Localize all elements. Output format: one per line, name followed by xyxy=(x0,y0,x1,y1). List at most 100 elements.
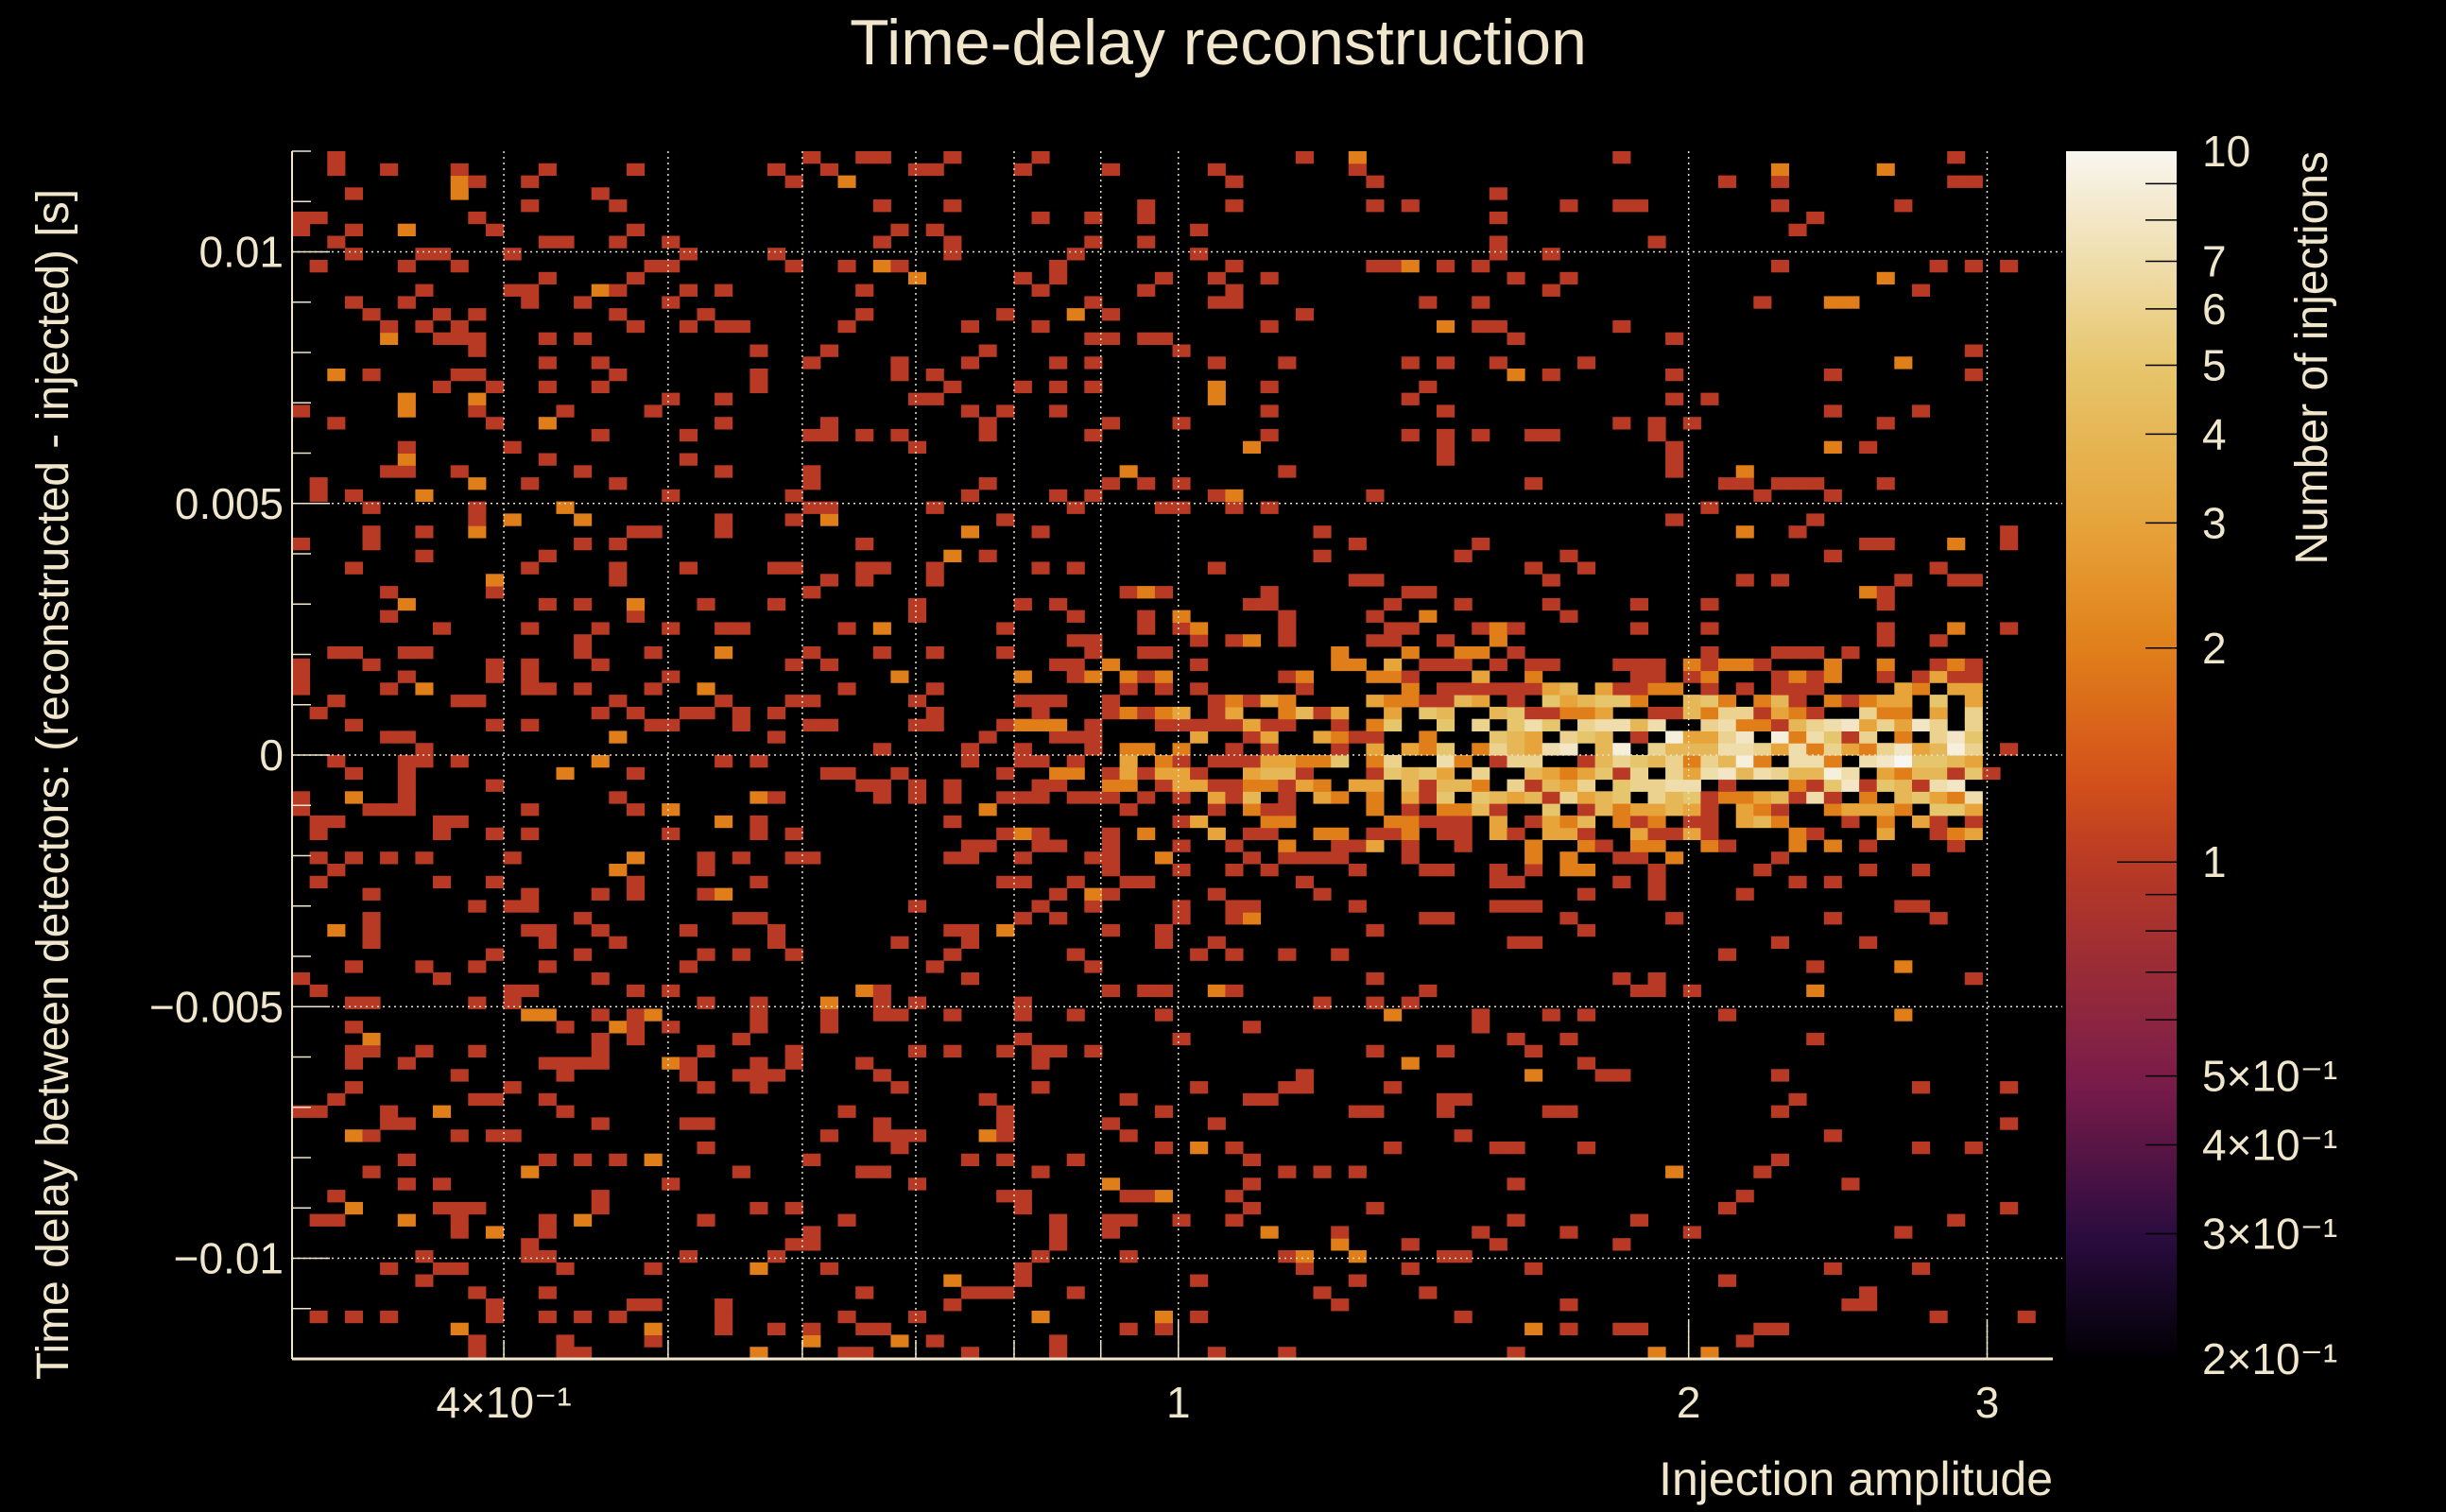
heatmap-cell xyxy=(485,948,504,961)
heatmap-cell xyxy=(521,658,540,672)
heatmap-cell xyxy=(1753,791,1772,804)
heatmap-cell xyxy=(609,1021,628,1034)
heatmap-cell xyxy=(1718,175,1737,188)
heatmap-cell xyxy=(1665,743,1684,756)
heatmap-cell xyxy=(1665,803,1684,816)
heatmap-cell xyxy=(1507,706,1525,720)
colorbar-tick-label: 3×10⁻¹ xyxy=(2202,1210,2337,1259)
heatmap-cell xyxy=(450,1262,469,1276)
heatmap-cell xyxy=(1682,766,1701,781)
heatmap-cell xyxy=(1207,392,1226,405)
heatmap-cell xyxy=(627,597,646,611)
heatmap-cell xyxy=(1437,815,1456,829)
heatmap-cell xyxy=(1929,815,1948,829)
heatmap-cell xyxy=(1612,199,1631,213)
heatmap-cell xyxy=(749,1081,768,1094)
heatmap-cell xyxy=(468,211,487,225)
heatmap-cell xyxy=(732,948,750,961)
heatmap-cell xyxy=(837,1213,856,1227)
heatmap-cell xyxy=(609,864,628,877)
heatmap-cell xyxy=(627,223,646,236)
heatmap-cell xyxy=(784,1238,803,1251)
heatmap-cell xyxy=(1454,682,1473,696)
heatmap-cell xyxy=(1172,1032,1191,1046)
heatmap-cell xyxy=(591,284,610,297)
heatmap-cell xyxy=(1929,827,1948,840)
heatmap-cell xyxy=(1348,779,1367,792)
heatmap-cell xyxy=(1084,1044,1103,1057)
heatmap-cell xyxy=(397,791,416,804)
heatmap-cell xyxy=(1859,706,1878,720)
heatmap-cell xyxy=(574,948,593,961)
heatmap-cell xyxy=(1031,779,1050,792)
heatmap-cell xyxy=(1894,1008,1913,1022)
heatmap-cell xyxy=(1964,344,1983,357)
heatmap-cell xyxy=(1278,1347,1297,1360)
heatmap-cell xyxy=(1049,356,1068,369)
heatmap-cell xyxy=(996,766,1015,781)
heatmap-cell xyxy=(327,235,346,249)
heatmap-cell xyxy=(960,319,979,334)
heatmap-cell xyxy=(591,428,610,442)
heatmap-cell xyxy=(1788,718,1807,731)
heatmap-cell xyxy=(1278,755,1297,768)
heatmap-cell xyxy=(715,1310,733,1324)
heatmap-cell xyxy=(1612,972,1631,986)
heatmap-cell xyxy=(1894,779,1913,792)
heatmap-cell xyxy=(1788,839,1807,852)
heatmap-cell xyxy=(1419,984,1438,998)
heatmap-cell xyxy=(908,779,927,792)
heatmap-cell xyxy=(1260,501,1279,514)
heatmap-cell xyxy=(380,319,399,334)
heatmap-cell xyxy=(1207,779,1226,792)
heatmap-cell xyxy=(1260,271,1279,285)
heatmap-cell xyxy=(1137,622,1156,635)
heatmap-cell xyxy=(1313,791,1332,804)
heatmap-cell xyxy=(1524,670,1543,683)
heatmap-cell xyxy=(1859,1286,1878,1299)
heatmap-cell xyxy=(397,766,416,781)
heatmap-cell xyxy=(1524,730,1543,744)
heatmap-cell xyxy=(1524,561,1543,575)
heatmap-cell xyxy=(1119,803,1138,816)
heatmap-cell xyxy=(1929,912,1948,925)
heatmap-cell xyxy=(1084,730,1103,744)
heatmap-cell xyxy=(943,248,962,261)
heatmap-cell xyxy=(1859,936,1878,949)
heatmap-cell xyxy=(1770,163,1789,177)
heatmap-cell xyxy=(309,489,328,503)
heatmap-cell xyxy=(1559,271,1578,285)
heatmap-cell xyxy=(609,791,628,804)
heatmap-cell xyxy=(1524,1069,1543,1082)
heatmap-cell xyxy=(1489,900,1507,913)
heatmap-cell xyxy=(855,284,874,297)
heatmap-cell xyxy=(1313,1286,1332,1299)
heatmap-cell xyxy=(1823,730,1842,744)
heatmap-cell xyxy=(1419,730,1438,744)
heatmap-cell xyxy=(872,622,891,635)
heatmap-cell xyxy=(1225,912,1244,925)
heatmap-cell xyxy=(521,477,540,490)
heatmap-cell xyxy=(574,597,593,611)
heatmap-cell xyxy=(1665,392,1684,405)
heatmap-cell xyxy=(415,549,434,562)
heatmap-cell xyxy=(1348,658,1367,672)
heatmap-cell xyxy=(309,211,328,225)
heatmap-cell xyxy=(1753,743,1772,756)
heatmap-cell xyxy=(1172,622,1191,635)
heatmap-cell xyxy=(837,260,856,273)
heatmap-cell xyxy=(819,1008,838,1022)
heatmap-cell xyxy=(1629,851,1648,865)
heatmap-cell xyxy=(1718,743,1737,756)
heatmap-cell xyxy=(468,404,487,418)
chart-title: Time-delay reconstruction xyxy=(850,7,1587,78)
heatmap-cell xyxy=(996,1153,1015,1166)
heatmap-cell xyxy=(996,622,1015,635)
heatmap-cell xyxy=(1524,706,1543,720)
heatmap-cell xyxy=(960,755,979,768)
heatmap-cell xyxy=(715,465,733,478)
heatmap-cell xyxy=(362,1129,381,1143)
heatmap-cell xyxy=(503,900,522,913)
heatmap-cell xyxy=(1207,791,1226,804)
heatmap-cell xyxy=(749,344,768,357)
